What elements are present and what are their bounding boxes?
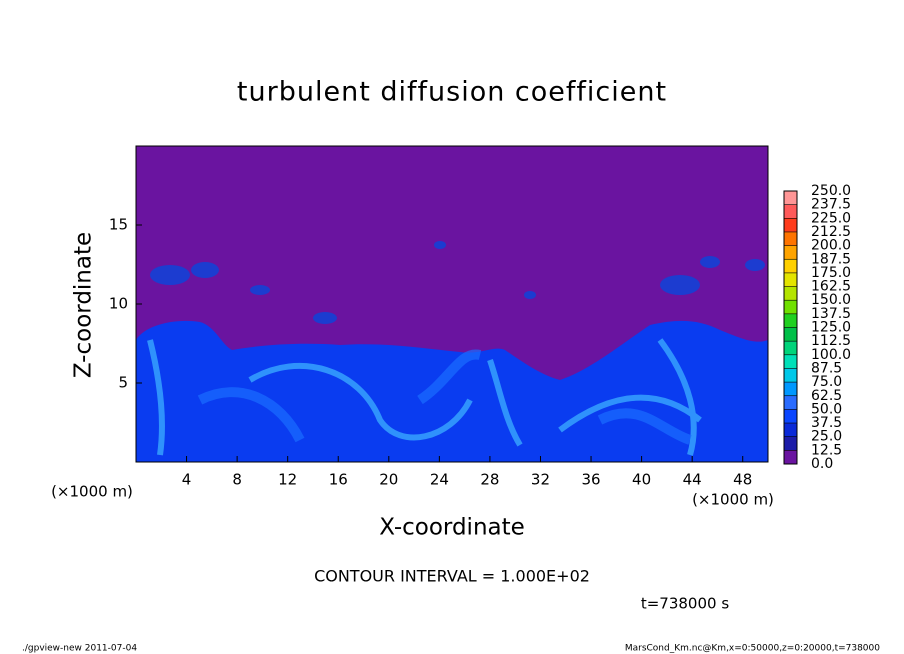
colorbar-bin [784,423,797,437]
x-tick-label: 12 [278,471,297,489]
colorbar-label: 37.5 [811,415,842,431]
x-tick-label: 8 [232,471,242,489]
colorbar-bin [784,313,797,328]
colorbar-label: 125.0 [811,320,851,336]
field-streaks-2 [197,349,692,445]
colorbar-label: 25.0 [811,429,842,445]
colorbar-label: 212.5 [811,224,851,240]
colorbar-bin [784,272,797,287]
contour-interval: CONTOUR INTERVAL = 1.000E+02 [314,567,590,586]
colorbar-label: 12.5 [811,442,842,458]
colorbar-bin [784,327,797,342]
y-tick-label: 5 [118,374,128,392]
colorbar-label: 200.0 [811,238,851,254]
colorbar-bin [784,395,797,410]
x-tick-label: 36 [581,471,600,489]
x-tick-label: 40 [632,471,651,489]
colorbar-label: 187.5 [811,251,851,267]
colorbar-bin [784,218,797,232]
colorbar-bin [784,231,797,246]
colorbar-label: 237.5 [811,197,851,213]
colorbar-label: 87.5 [811,360,842,376]
time-label: t=738000 s [641,595,729,613]
colorbar-label: 175.0 [811,265,851,281]
colorbar-bin [784,259,797,273]
x-tick-label: 32 [531,471,550,489]
colorbar-label: 50.0 [811,401,842,417]
x-tick-label: 20 [379,471,398,489]
chart-title: turbulent diffusion coefficient [237,77,667,108]
colorbar-bin [784,300,797,314]
colorbar-bin [784,450,797,464]
colorbar-bin [784,368,797,383]
colorbar-bin [784,191,797,205]
colorbar-label: 100.0 [811,347,851,363]
colorbar-bin [784,245,797,260]
y-tick-label: 10 [109,295,128,313]
colorbar-label: 112.5 [811,333,851,349]
x-tick-label: 24 [430,471,449,489]
colorbar-bin [784,382,797,396]
colorbar-label: 0.0 [811,456,833,472]
x-tick-label: 28 [480,471,499,489]
x-tick-label: 44 [683,471,702,489]
colorbar-bin [784,204,797,219]
footer-right: MarsCond_Km.nc@Km,x=0:50000,z=0:20000,t=… [625,644,880,654]
colorbar-bin [784,286,797,301]
x-tick-label: 48 [733,471,752,489]
x-tick-label: 4 [182,471,192,489]
y-tick-label: 15 [109,216,128,234]
colorbar-bin [784,436,797,451]
x-axis-title: X-coordinate [379,515,525,541]
colorbar-label: 137.5 [811,306,851,322]
field [136,146,768,462]
y-axis-unit: (×1000 m) [51,483,133,501]
colorbar-label: 150.0 [811,292,851,308]
field-streaks [147,338,702,456]
colorbar-bin [784,409,797,424]
x-tick-label: 16 [329,471,348,489]
colorbar-label: 225.0 [811,210,851,226]
colorbar-bin [784,354,797,369]
footer-left: ./gpview-new 2011-07-04 [22,644,137,654]
y-axis-title: Z-coordinate [71,232,97,378]
field-blobs [150,241,765,324]
x-axis-unit: (×1000 m) [692,491,774,509]
colorbar-label: 162.5 [811,279,851,295]
colorbar-bin [784,341,797,355]
colorbar-label: 75.0 [811,374,842,390]
colorbar-label: 62.5 [811,388,842,404]
colorbar-label: 250.0 [811,183,851,199]
